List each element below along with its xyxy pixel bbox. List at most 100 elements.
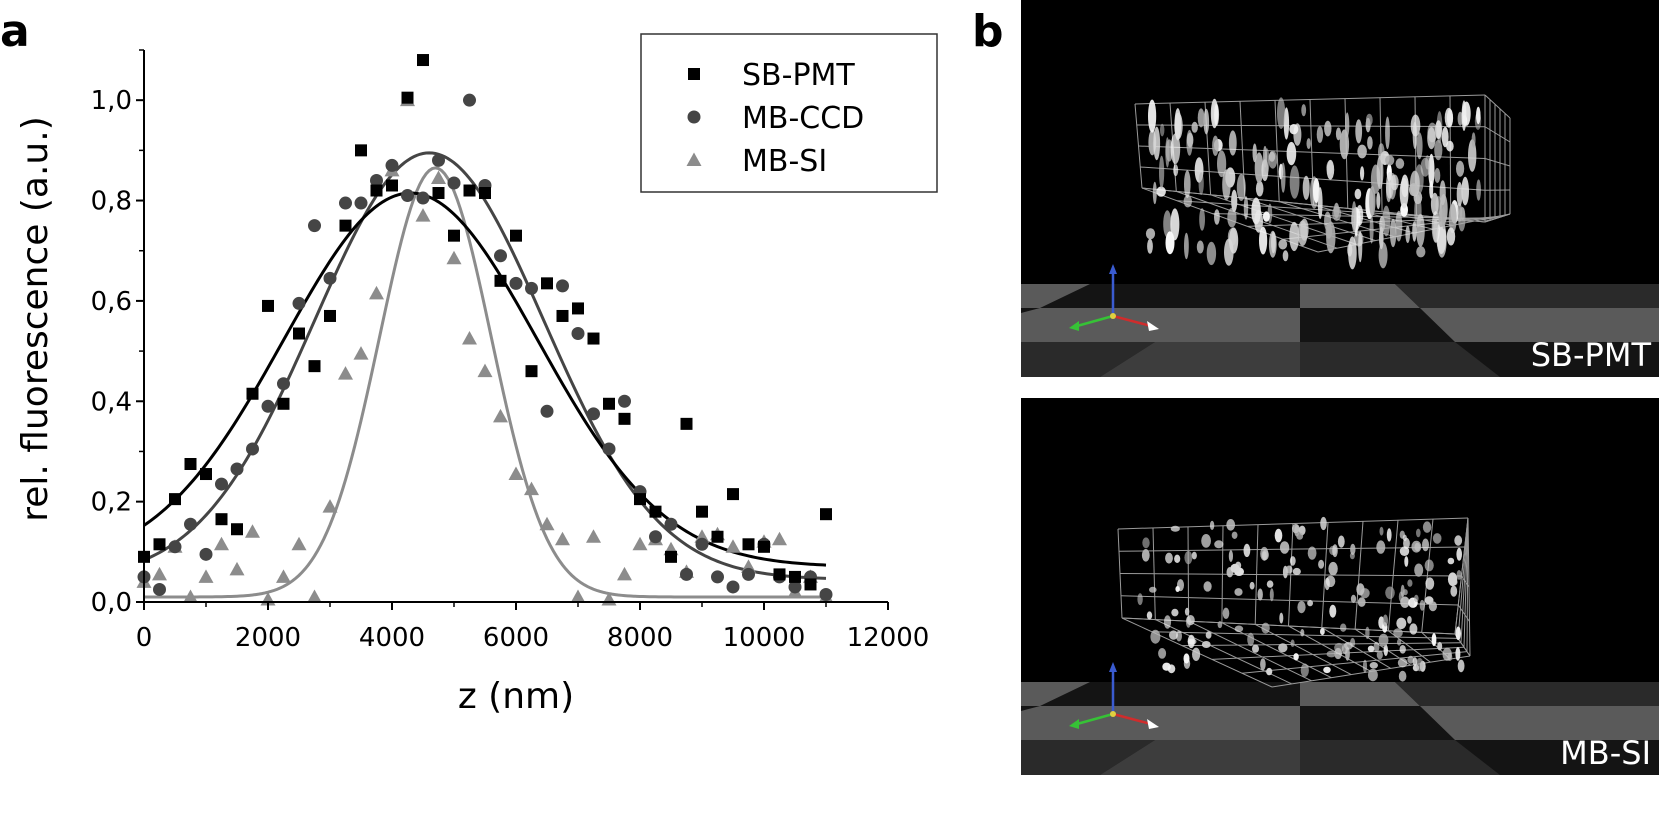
point-mb-si: [493, 408, 508, 423]
fluorescent-blob: [1446, 140, 1454, 152]
fluorescent-blob: [1360, 166, 1365, 181]
point-sb-pmt: [324, 309, 336, 322]
fluorescent-blob: [1326, 650, 1337, 658]
fluorescent-blob: [1385, 172, 1394, 199]
fluorescent-blob: [1471, 132, 1476, 148]
point-sb-pmt: [742, 538, 755, 551]
point-mb-ccd: [447, 176, 461, 190]
fluorescent-blob: [1165, 552, 1173, 564]
fluorescent-blob: [1408, 183, 1419, 197]
fluorescent-blob: [1367, 136, 1373, 150]
fluorescent-blob: [1260, 658, 1266, 671]
point-mb-si: [524, 481, 539, 496]
fluorescent-blob: [1456, 570, 1462, 580]
point-mb-ccd: [711, 570, 724, 584]
fluorescent-blob: [1176, 630, 1182, 642]
render-sb-pmt-axes-gizmo: [1069, 264, 1159, 331]
floor-tile: [1021, 284, 1090, 308]
fluorescent-blob: [1296, 532, 1304, 540]
point-mb-ccd: [819, 587, 833, 601]
floor-tile: [1021, 740, 1155, 775]
point-mb-si: [276, 569, 291, 583]
floor-tile: [1395, 284, 1659, 308]
render-mb-si-blobs: [1137, 516, 1465, 682]
point-sb-pmt: [820, 508, 832, 521]
point-mb-ccd: [416, 191, 430, 205]
fluorescent-blob: [1415, 658, 1424, 672]
fluorescent-blob: [1255, 180, 1264, 197]
point-sb-pmt: [200, 468, 212, 481]
fluorescent-blob: [1378, 143, 1385, 161]
fluorescent-blob: [1174, 108, 1182, 141]
fluorescent-blob: [1307, 599, 1313, 607]
fluorescent-blob: [1184, 607, 1190, 616]
fluorescent-blob: [1329, 604, 1337, 618]
point-mb-si: [632, 536, 648, 551]
fluorescent-blob: [1386, 528, 1392, 542]
y-axis-arrow: [1076, 712, 1114, 726]
fluorescent-blob: [1197, 108, 1205, 128]
legend-marker-mb-si: [686, 152, 702, 166]
point-mb-ccd: [308, 219, 321, 233]
fluorescent-blob: [1165, 137, 1170, 168]
fluorescent-blob: [1324, 577, 1330, 591]
fluorescent-blob: [1146, 611, 1153, 620]
fluorescent-blob: [1476, 179, 1481, 201]
fluorescent-blob: [1152, 181, 1157, 205]
fluorescent-blob: [1222, 607, 1230, 619]
point-mb-ccd: [602, 442, 616, 456]
point-mb-ccd: [385, 158, 399, 172]
fluorescent-blob: [1174, 554, 1181, 563]
fluorescent-blob: [1385, 155, 1395, 166]
grid-line: [1244, 197, 1376, 242]
fluorescent-blob: [1412, 221, 1417, 242]
point-mb-si: [245, 524, 260, 538]
point-sb-pmt: [355, 144, 367, 157]
fluorescent-blob: [1289, 556, 1296, 566]
point-mb-si: [570, 589, 586, 603]
point-mb-ccd: [246, 442, 259, 456]
fluorescent-blob: [1412, 121, 1418, 149]
legend-label-mb-si: MB-SI: [742, 144, 827, 179]
grid-line: [1484, 126, 1511, 143]
point-sb-pmt: [587, 332, 600, 345]
point-sb-pmt: [634, 493, 646, 506]
fluorescent-blob: [1170, 133, 1181, 165]
z-arrow-head: [1109, 264, 1117, 274]
point-sb-pmt: [370, 184, 383, 197]
gizmo-origin: [1110, 313, 1116, 319]
fluorescent-blob: [1163, 210, 1172, 238]
floor-tile: [1021, 342, 1155, 377]
fluorescent-blob: [1282, 565, 1288, 579]
fluorescent-blob: [1416, 132, 1423, 160]
fluorescent-blob: [1461, 176, 1469, 206]
fluorescent-blob: [1222, 169, 1231, 201]
panel-a-letter: a: [0, 6, 30, 57]
fluorescent-blob: [1444, 107, 1453, 128]
fluorescent-blob: [1191, 121, 1198, 133]
fluorescent-blob: [1206, 241, 1217, 266]
floor-tile: [1300, 342, 1500, 377]
fluorescent-blob: [1458, 206, 1466, 232]
fluorescent-blob: [1376, 650, 1383, 660]
x-tick-label: 10000: [723, 623, 806, 653]
fluorescent-blob: [1226, 519, 1236, 531]
render-mb-si-floor: [1021, 682, 1659, 775]
fluorescent-blob: [1389, 218, 1397, 248]
fluorescent-blob: [1434, 139, 1443, 161]
fluorescent-blob: [1214, 540, 1224, 549]
point-sb-pmt: [758, 540, 770, 553]
point-mb-si: [477, 363, 493, 378]
fluorescent-blob: [1385, 116, 1390, 150]
fluorescent-blob: [1382, 205, 1391, 237]
fluorescent-blob: [1349, 552, 1355, 560]
fluorescent-blob: [1214, 103, 1220, 126]
point-sb-pmt: [293, 327, 305, 340]
fluorescent-blob: [1354, 188, 1362, 200]
point-sb-pmt: [432, 187, 445, 200]
fluorescent-blob: [1422, 538, 1429, 552]
fluorescent-blob: [1252, 644, 1259, 653]
fluorescent-blob: [1173, 164, 1179, 177]
fluorescent-blob: [1231, 189, 1238, 212]
y-arrow-head: [1069, 321, 1079, 331]
